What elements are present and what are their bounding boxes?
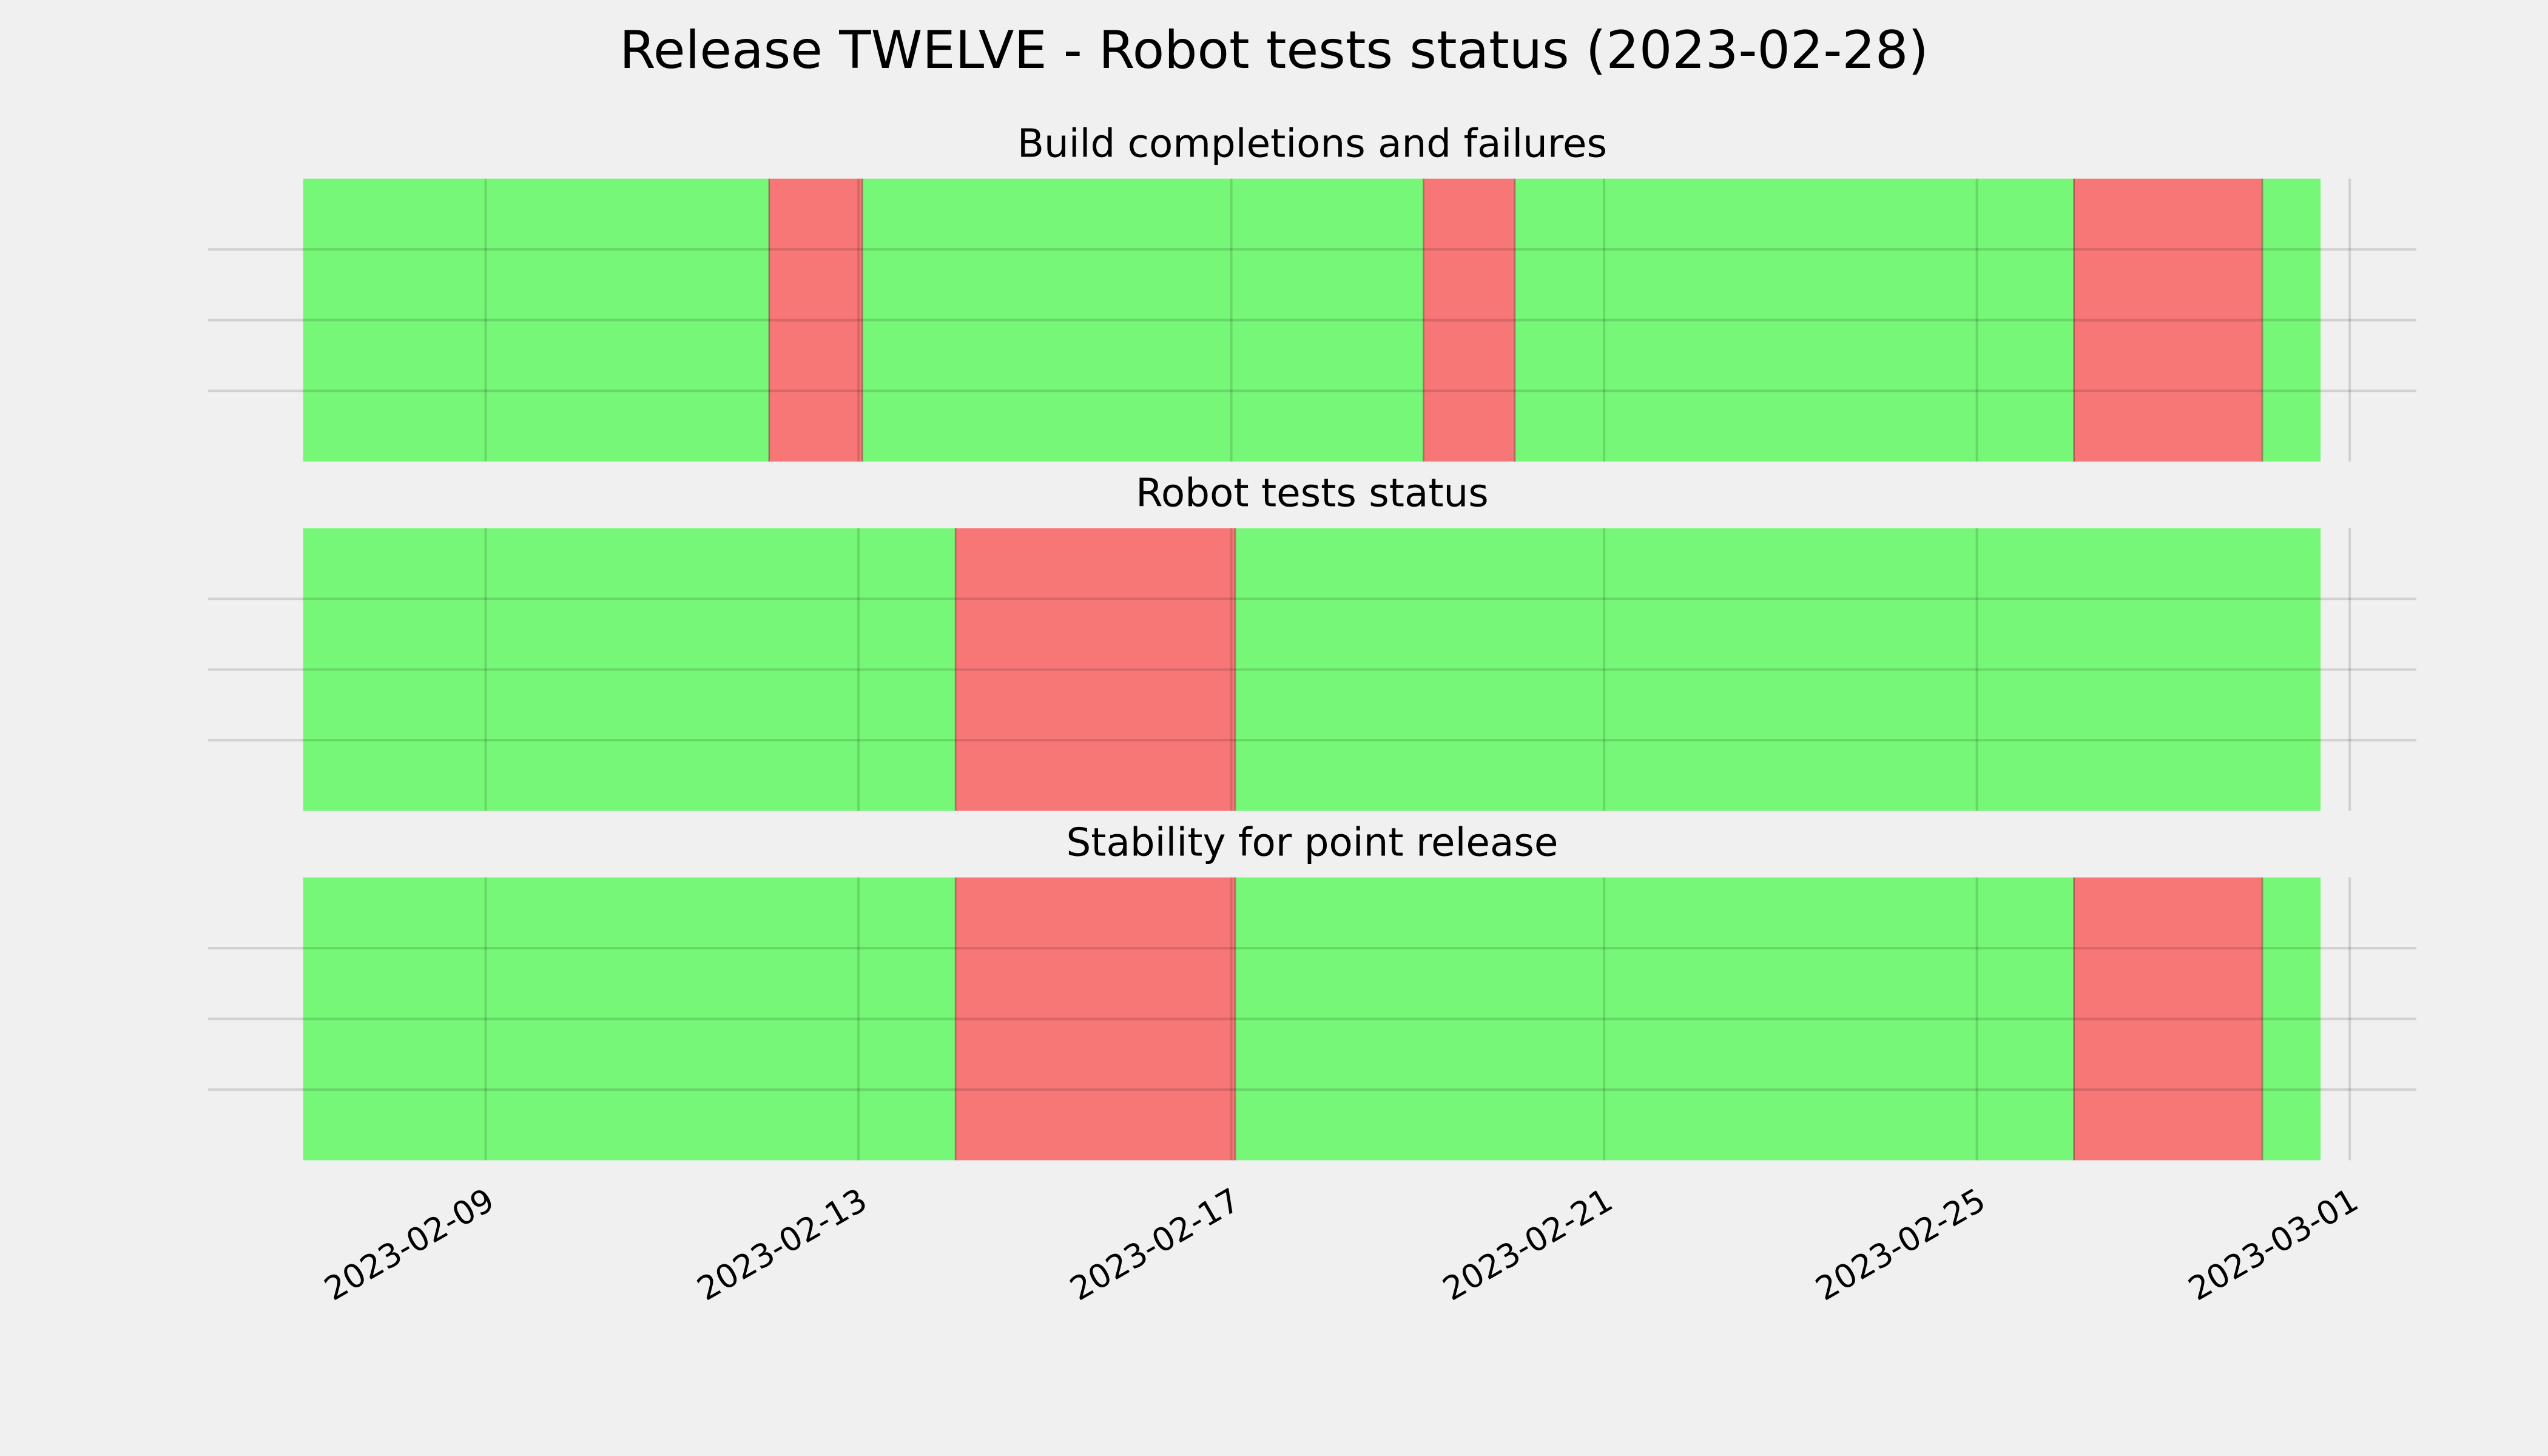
status-span — [2074, 178, 2263, 462]
status-span — [1514, 178, 2074, 462]
subplot-title: Stability for point release — [1067, 820, 1559, 865]
subplot-title: Robot tests status — [1136, 471, 1489, 516]
status-span — [2262, 877, 2321, 1161]
subplot-title: Build completions and failures — [1017, 121, 1607, 167]
status-span — [303, 178, 769, 462]
status-span — [1423, 178, 1515, 462]
status-span — [862, 178, 1424, 462]
status-span — [303, 528, 956, 811]
status-span — [2074, 877, 2263, 1161]
status-span — [769, 178, 863, 462]
status-span — [1235, 877, 2074, 1161]
status-span — [956, 528, 1235, 811]
status-span — [956, 877, 1235, 1161]
status-span — [2262, 178, 2321, 462]
chart-title: Release TWELVE - Robot tests status (202… — [619, 20, 1929, 81]
status-span — [303, 877, 956, 1161]
status-span — [1235, 528, 2321, 811]
